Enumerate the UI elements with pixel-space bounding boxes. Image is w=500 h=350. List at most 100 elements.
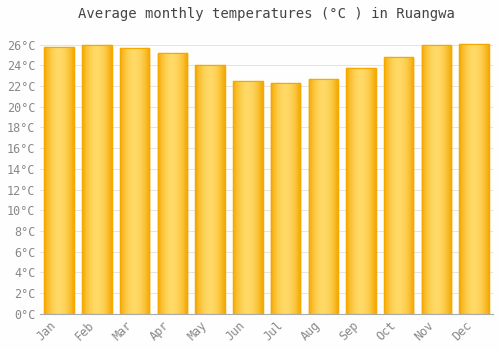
Bar — [372, 68, 373, 314]
Bar — [86, 44, 87, 314]
Bar — [243, 81, 244, 314]
Bar — [224, 65, 225, 314]
Bar — [324, 79, 325, 314]
Bar — [408, 57, 409, 314]
Bar — [461, 43, 462, 314]
Bar — [100, 44, 101, 314]
Bar — [251, 81, 252, 314]
Bar — [82, 44, 112, 314]
Bar — [433, 44, 434, 314]
Bar — [249, 81, 250, 314]
Bar — [171, 53, 172, 314]
Bar — [322, 79, 324, 314]
Bar — [56, 47, 57, 314]
Bar — [485, 43, 486, 314]
Bar — [136, 48, 137, 314]
Bar — [370, 68, 371, 314]
Bar — [280, 83, 281, 314]
Bar — [148, 48, 149, 314]
Bar — [432, 44, 433, 314]
Bar — [413, 57, 414, 314]
Bar — [183, 53, 184, 314]
Bar — [259, 81, 260, 314]
Bar — [102, 44, 103, 314]
Bar — [214, 65, 215, 314]
Bar — [196, 65, 197, 314]
Bar — [72, 47, 74, 314]
Bar — [57, 47, 58, 314]
Bar — [488, 43, 489, 314]
Bar — [170, 53, 171, 314]
Bar — [89, 44, 90, 314]
Bar — [49, 47, 50, 314]
Bar — [476, 43, 477, 314]
Bar — [95, 44, 96, 314]
Bar — [394, 57, 395, 314]
Bar — [443, 44, 444, 314]
Bar — [245, 81, 246, 314]
Bar — [296, 83, 297, 314]
Bar — [51, 47, 52, 314]
Bar — [128, 48, 129, 314]
Bar — [348, 68, 350, 314]
Bar — [467, 43, 468, 314]
Bar — [184, 53, 185, 314]
Bar — [403, 57, 404, 314]
Bar — [141, 48, 142, 314]
Bar — [107, 44, 108, 314]
Bar — [103, 44, 104, 314]
Bar — [332, 79, 334, 314]
Bar — [469, 43, 470, 314]
Bar — [140, 48, 141, 314]
Bar — [391, 57, 392, 314]
Bar — [120, 48, 121, 314]
Bar — [325, 79, 326, 314]
Bar — [272, 83, 273, 314]
Bar — [308, 79, 309, 314]
Bar — [143, 48, 144, 314]
Bar — [368, 68, 370, 314]
Bar — [162, 53, 163, 314]
Bar — [93, 44, 94, 314]
Bar — [401, 57, 402, 314]
Bar — [336, 79, 337, 314]
Bar — [319, 79, 320, 314]
Bar — [384, 57, 414, 314]
Bar — [278, 83, 279, 314]
Bar — [208, 65, 209, 314]
Bar — [310, 79, 311, 314]
Bar — [158, 53, 159, 314]
Bar — [60, 47, 61, 314]
Bar — [177, 53, 178, 314]
Bar — [255, 81, 256, 314]
Bar — [233, 81, 262, 314]
Bar — [446, 44, 447, 314]
Bar — [128, 48, 130, 314]
Bar — [123, 48, 124, 314]
Bar — [200, 65, 202, 314]
Bar — [121, 48, 122, 314]
Bar — [70, 47, 71, 314]
Bar — [426, 44, 427, 314]
Bar — [160, 53, 161, 314]
Bar — [448, 44, 449, 314]
Bar — [276, 83, 278, 314]
Bar — [423, 44, 424, 314]
Bar — [365, 68, 366, 314]
Bar — [472, 43, 473, 314]
Bar — [132, 48, 133, 314]
Bar — [222, 65, 223, 314]
Bar — [434, 44, 436, 314]
Bar — [460, 43, 489, 314]
Bar — [54, 47, 55, 314]
Bar — [158, 53, 187, 314]
Bar — [477, 43, 478, 314]
Bar — [289, 83, 290, 314]
Bar — [282, 83, 283, 314]
Bar — [411, 57, 412, 314]
Bar — [252, 81, 253, 314]
Bar — [67, 47, 68, 314]
Bar — [400, 57, 401, 314]
Bar — [385, 57, 386, 314]
Bar — [96, 44, 97, 314]
